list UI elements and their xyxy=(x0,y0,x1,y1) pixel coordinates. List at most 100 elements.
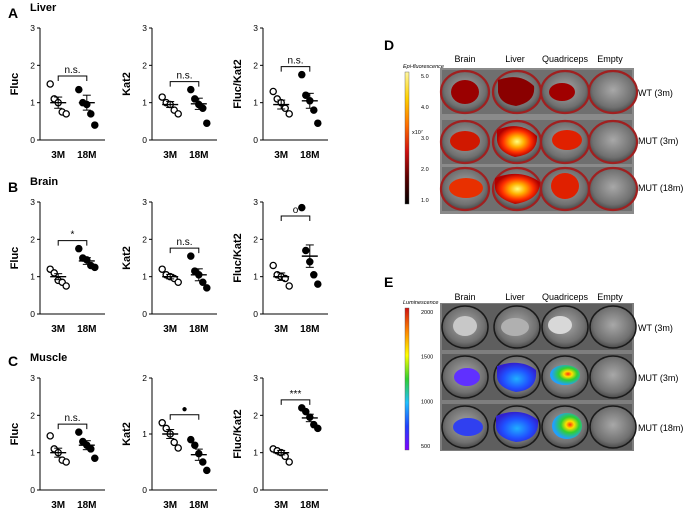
y-tick-label: 1 xyxy=(253,448,258,458)
significance-bracket xyxy=(280,399,311,405)
tissue-liver xyxy=(498,77,535,106)
data-point xyxy=(91,121,99,129)
chart-a-fluc: 0 1 2 3 Fluc 3M 18M n.s. xyxy=(9,23,105,161)
row-label: MUT (3m) xyxy=(638,373,678,383)
well xyxy=(589,355,637,399)
y-tick-label: 1 xyxy=(253,272,258,282)
colorbar xyxy=(404,307,410,451)
tissue-brain xyxy=(453,316,477,336)
y-tick-label: 3 xyxy=(253,23,258,33)
data-point xyxy=(310,271,318,279)
data-point xyxy=(191,441,199,449)
y-axis-label: Fluc/Kat2 xyxy=(232,409,244,459)
y-tick-label: 0 xyxy=(30,135,35,145)
tissue-brain xyxy=(451,80,479,104)
data-point xyxy=(269,261,277,270)
tissue-brain xyxy=(453,418,483,436)
data-point xyxy=(298,203,306,212)
x-tick-label: 3M xyxy=(274,324,288,335)
data-point xyxy=(75,85,83,94)
data-point xyxy=(203,119,211,127)
column-label-liver: Liver xyxy=(505,292,525,302)
chart-b-fluc-kat2: 0 1 2 3 Fluc/Kat2 3M 18M o xyxy=(232,197,328,335)
x-tick-label: 18M xyxy=(189,324,208,335)
chart-c-fluc-kat2: 0 1 2 3 Fluc/Kat2 3M 18M *** xyxy=(232,373,328,511)
colorbar-tick-label: 1.0 xyxy=(421,198,429,204)
x-tick-label: 3M xyxy=(51,324,65,335)
column-label-brain: Brain xyxy=(454,54,475,64)
y-tick-label: 3 xyxy=(142,23,147,33)
column-label-brain: Brain xyxy=(454,292,475,302)
tissue-liver xyxy=(497,362,537,392)
colorbar-multiplier: x10⁷ xyxy=(412,129,423,136)
y-axis-label: Fluc xyxy=(9,73,21,96)
data-point xyxy=(199,278,207,287)
x-tick-label: 3M xyxy=(51,500,65,511)
data-point xyxy=(203,466,211,475)
significance-label: n.s. xyxy=(287,56,303,67)
column-label-empty: Empty xyxy=(597,292,623,302)
colorbar-title: Epi-fluorescence xyxy=(403,64,444,70)
data-point xyxy=(75,428,83,436)
y-tick-label: 0 xyxy=(253,309,258,319)
tissue-quadriceps xyxy=(549,83,575,101)
y-tick-label: 2 xyxy=(142,234,147,244)
colorbar xyxy=(404,71,410,205)
row-label: WT (3m) xyxy=(638,323,673,333)
tissue-quadriceps xyxy=(548,316,572,334)
significance-bracket xyxy=(169,247,200,254)
significance-label: n.s. xyxy=(64,413,80,424)
chart-b-fluc: 0 1 2 3 Fluc 3M 18M * xyxy=(9,197,105,335)
y-tick-label: 0 xyxy=(30,485,35,495)
colorbar-tick-label: 1500 xyxy=(421,355,433,361)
y-axis-label: Fluc/Kat2 xyxy=(232,233,244,283)
y-tick-label: 1 xyxy=(142,429,147,439)
chart-c-kat2: 0 1 2 Kat2 3M 18M ● xyxy=(121,373,217,511)
tissue-liver xyxy=(497,126,538,157)
x-tick-label: 18M xyxy=(300,150,319,161)
tissue-brain xyxy=(450,131,480,151)
y-tick-label: 0 xyxy=(253,135,258,145)
significance-bracket xyxy=(57,75,88,81)
row-label: MUT (18m) xyxy=(638,183,683,193)
data-point xyxy=(91,454,99,463)
y-tick-label: 2 xyxy=(253,60,258,70)
data-point xyxy=(75,244,83,253)
section-title-muscle: Muscle xyxy=(30,352,67,364)
data-point xyxy=(187,85,195,94)
y-axis-label: Fluc/Kat2 xyxy=(232,59,244,109)
data-point xyxy=(285,282,293,290)
significance-bracket xyxy=(280,66,311,72)
x-tick-label: 18M xyxy=(77,150,96,161)
data-point xyxy=(87,445,95,453)
x-tick-label: 18M xyxy=(189,150,208,161)
x-tick-label: 3M xyxy=(274,150,288,161)
data-point xyxy=(281,104,289,113)
data-point xyxy=(91,263,99,272)
x-tick-label: 18M xyxy=(300,500,319,511)
data-point xyxy=(87,110,95,118)
data-point xyxy=(302,246,310,255)
panel-d-fluorescence-image: 5.0 4.0 3.0 2.0 1.0 Epi-fluorescence x10⁷ Brain… xyxy=(403,54,683,214)
data-point xyxy=(187,435,195,444)
y-tick-label: 3 xyxy=(253,197,258,207)
significance-label: *** xyxy=(290,389,302,400)
chart-c-fluc: 0 1 2 3 Fluc 3M 18M n.s. xyxy=(9,373,105,511)
y-axis-label: Kat2 xyxy=(121,72,133,96)
row-label: MUT (3m) xyxy=(638,136,678,146)
well xyxy=(589,405,637,449)
data-point xyxy=(199,104,207,113)
column-label-quadriceps: Quadriceps xyxy=(542,292,589,302)
column-label-liver: Liver xyxy=(505,54,525,64)
tissue-brain xyxy=(449,178,483,198)
y-tick-label: 2 xyxy=(253,410,258,420)
y-tick-label: 1 xyxy=(142,272,147,282)
data-point xyxy=(314,119,322,127)
y-tick-label: 1 xyxy=(30,272,35,282)
x-tick-label: 18M xyxy=(77,500,96,511)
data-point xyxy=(314,424,322,433)
tissue-liver xyxy=(501,318,529,336)
panel-letter-e: E xyxy=(384,274,393,290)
data-point xyxy=(174,110,182,118)
significance-bracket xyxy=(57,240,88,246)
